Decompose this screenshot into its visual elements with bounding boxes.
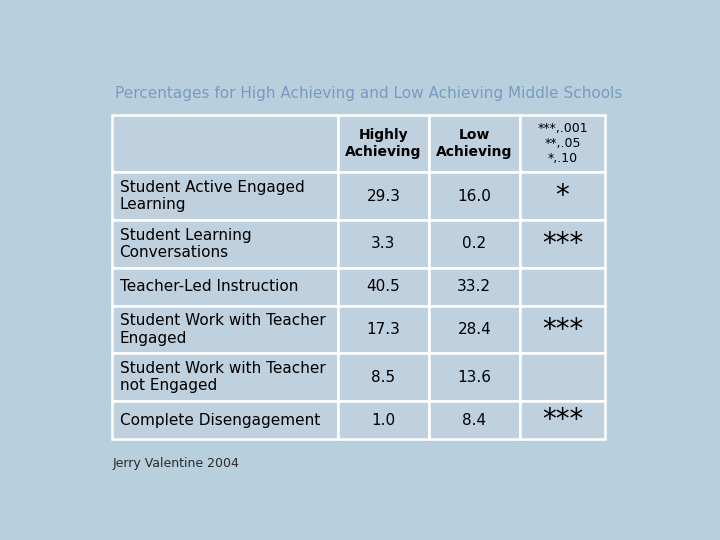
Bar	[520, 114, 606, 172]
Bar	[520, 401, 606, 439]
Text: 29.3: 29.3	[366, 188, 400, 204]
Bar	[112, 353, 338, 401]
Text: ***: ***	[542, 230, 583, 258]
Bar	[520, 172, 606, 220]
Bar	[112, 172, 338, 220]
Bar	[429, 306, 520, 353]
Bar	[338, 353, 429, 401]
Bar	[520, 353, 606, 401]
Text: 33.2: 33.2	[457, 279, 491, 294]
Text: 40.5: 40.5	[366, 279, 400, 294]
Text: Complete Disengagement: Complete Disengagement	[120, 413, 320, 428]
Text: Teacher-Led Instruction: Teacher-Led Instruction	[120, 279, 298, 294]
Bar	[112, 306, 338, 353]
Bar	[338, 172, 429, 220]
Text: 3.3: 3.3	[372, 237, 396, 252]
Text: 16.0: 16.0	[457, 188, 491, 204]
Bar	[429, 172, 520, 220]
Text: *: *	[556, 182, 570, 210]
Text: 28.4: 28.4	[457, 322, 491, 337]
Text: 8.5: 8.5	[372, 370, 395, 385]
Bar	[112, 114, 338, 172]
Text: ***: ***	[542, 406, 583, 434]
Bar	[429, 268, 520, 306]
Text: 0.2: 0.2	[462, 237, 486, 252]
Text: Student Learning
Conversations: Student Learning Conversations	[120, 228, 251, 260]
Text: Student Active Engaged
Learning: Student Active Engaged Learning	[120, 180, 305, 212]
Text: Jerry Valentine 2004: Jerry Valentine 2004	[112, 457, 239, 470]
Bar	[429, 401, 520, 439]
Text: Student Work with Teacher
Engaged: Student Work with Teacher Engaged	[120, 313, 325, 346]
Bar	[112, 268, 338, 306]
Bar	[338, 220, 429, 268]
Bar	[429, 114, 520, 172]
Text: Student Work with Teacher
not Engaged: Student Work with Teacher not Engaged	[120, 361, 325, 394]
Text: 17.3: 17.3	[366, 322, 400, 337]
Text: ***,.001
**,.05
*,.10: ***,.001 **,.05 *,.10	[537, 122, 588, 165]
Text: Highly
Achieving: Highly Achieving	[346, 129, 422, 159]
Bar	[520, 220, 606, 268]
Bar	[338, 401, 429, 439]
Bar	[520, 306, 606, 353]
Bar	[338, 306, 429, 353]
Text: 13.6: 13.6	[457, 370, 491, 385]
Text: Percentages for High Achieving and Low Achieving Middle Schools: Percentages for High Achieving and Low A…	[115, 85, 623, 100]
Text: ***: ***	[542, 315, 583, 343]
Text: 1.0: 1.0	[372, 413, 395, 428]
Bar	[429, 353, 520, 401]
Bar	[429, 220, 520, 268]
Bar	[338, 268, 429, 306]
Text: 8.4: 8.4	[462, 413, 486, 428]
Text: Low
Achieving: Low Achieving	[436, 129, 513, 159]
Bar	[338, 114, 429, 172]
Bar	[112, 220, 338, 268]
Bar	[520, 268, 606, 306]
Bar	[112, 401, 338, 439]
